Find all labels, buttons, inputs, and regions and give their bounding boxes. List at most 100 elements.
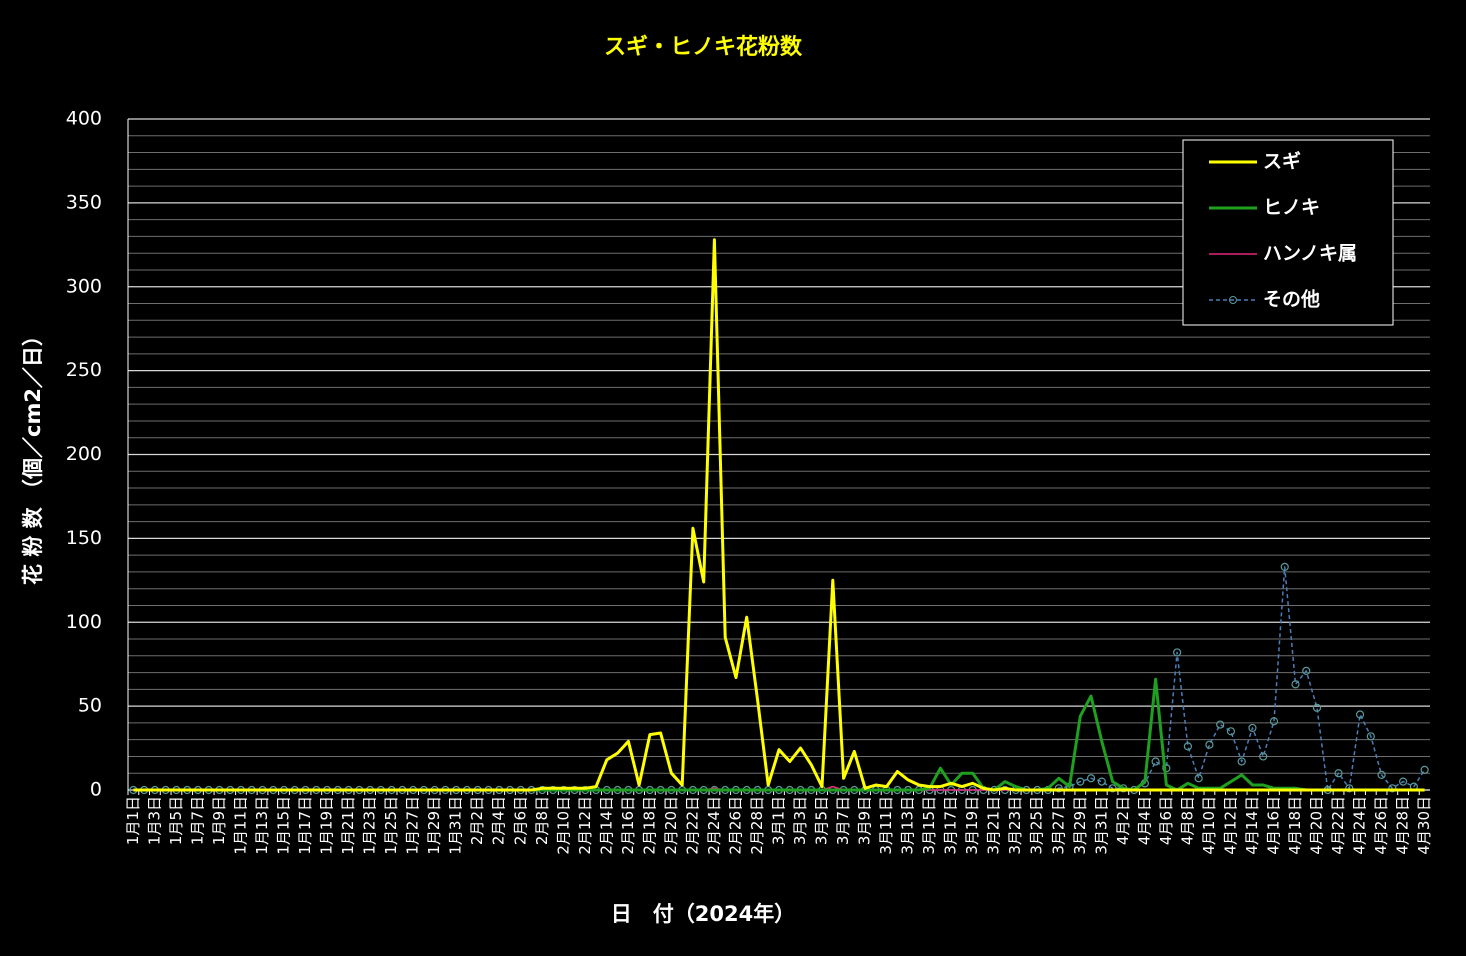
x-tick-label: 2月28日: [748, 796, 766, 855]
y-tick-label: 100: [66, 611, 102, 633]
y-tick-label: 350: [66, 191, 102, 213]
point-marker: [1377, 770, 1386, 780]
chart-title: スギ・ヒノキ花粉数: [604, 34, 803, 60]
x-tick-label: 2月6日: [511, 796, 529, 845]
y-axis-label: 花 粉 数 （個／cm2／日）: [21, 325, 45, 585]
x-tick-label: 1月31日: [447, 796, 465, 855]
x-tick-label: 1月27日: [404, 796, 422, 855]
x-tick-label: 3月31日: [1092, 796, 1110, 855]
point-marker: [1302, 666, 1311, 675]
x-tick-label: 2月26日: [726, 796, 744, 855]
point-marker: [1398, 777, 1408, 786]
x-tick-label: 1月21日: [339, 796, 357, 855]
x-tick-label: 4月16日: [1264, 796, 1282, 855]
point-marker: [1226, 727, 1236, 736]
x-tick-label: 1月19日: [318, 796, 336, 855]
x-tick-label: 3月3日: [791, 796, 809, 845]
point-marker: [1183, 742, 1192, 751]
x-tick-label: 3月9日: [856, 796, 874, 845]
point-marker: [1173, 648, 1182, 657]
x-tick-label: 3月23日: [1006, 796, 1024, 855]
x-tick-label: 4月28日: [1394, 796, 1412, 855]
x-tick-label: 3月27日: [1049, 796, 1067, 855]
x-tick-label: 3月1日: [770, 796, 788, 845]
x-tick-label: 1月15日: [275, 796, 293, 855]
legend-label: ハンノキ属: [1263, 243, 1357, 265]
point-marker: [1366, 732, 1375, 741]
legend-box: [1182, 139, 1394, 326]
x-tick-label: 2月16日: [619, 796, 637, 855]
x-tick-label: 3月7日: [834, 796, 852, 845]
x-tick-label: 1月3日: [145, 796, 163, 845]
x-tick-label: 3月29日: [1071, 796, 1089, 855]
x-tick-label: 4月12日: [1221, 796, 1239, 855]
point-marker: [1334, 769, 1343, 778]
y-tick-label: 250: [66, 359, 102, 381]
x-tick-label: 4月4日: [1135, 796, 1153, 845]
x-tick-label: 2月20日: [662, 796, 680, 855]
x-tick-label: 1月11日: [231, 796, 249, 855]
point-marker: [1097, 777, 1106, 786]
x-tick-label: 3月25日: [1028, 796, 1046, 855]
x-tick-label: 2月24日: [705, 796, 723, 855]
series-line: [133, 238, 1425, 792]
x-tick-label: 2月22日: [683, 796, 701, 855]
y-tick-label: 300: [66, 275, 102, 297]
x-tick-label: 4月18日: [1286, 796, 1304, 855]
x-tick-label: 3月15日: [920, 796, 938, 855]
x-tick-label: 4月20日: [1308, 796, 1326, 855]
x-tick-label: 2月8日: [533, 796, 551, 845]
x-tick-label: 3月11日: [877, 796, 895, 855]
x-tick-label: 4月30日: [1415, 796, 1433, 855]
legend-label: その他: [1263, 288, 1320, 311]
point-marker: [1291, 680, 1300, 689]
x-tick-label: 1月13日: [253, 796, 271, 855]
x-tick-label: 2月18日: [640, 796, 658, 855]
x-axis-label: 日 付（2024年）: [611, 902, 795, 926]
y-tick-label: 0: [90, 779, 102, 801]
y-tick-label: 150: [66, 527, 102, 549]
point-marker: [1054, 784, 1063, 793]
legend-label: ヒノキ: [1263, 197, 1320, 219]
point-marker: [1355, 710, 1365, 719]
point-marker: [1237, 757, 1246, 766]
x-tick-label: 1月5日: [167, 796, 185, 845]
point-marker: [1269, 717, 1279, 726]
x-tick-label: 2月4日: [490, 796, 508, 845]
x-tick-label: 1月17日: [296, 796, 314, 855]
x-tick-label: 1月25日: [382, 796, 400, 855]
x-tick-label: 3月21日: [985, 796, 1003, 855]
point-marker: [1280, 562, 1289, 571]
point-marker: [1086, 774, 1096, 783]
x-tick-label: 3月13日: [899, 796, 917, 855]
x-tick-label: 3月19日: [963, 796, 981, 855]
point-marker: [1194, 774, 1203, 783]
x-tick-label: 3月5日: [813, 796, 831, 845]
x-tick-label: 1月9日: [210, 796, 228, 845]
x-tick-label: 3月17日: [942, 796, 960, 855]
x-tick-label: 4月10日: [1200, 796, 1218, 855]
point-marker: [1345, 784, 1354, 793]
x-tick-label: 4月6日: [1157, 796, 1175, 845]
x-tick-label: 4月26日: [1372, 796, 1390, 855]
point-marker: [1420, 765, 1429, 774]
point-marker: [1076, 777, 1085, 786]
y-tick-label: 200: [66, 443, 102, 465]
x-tick-label: 1月7日: [188, 796, 206, 845]
x-tick-label: 1月1日: [124, 796, 142, 845]
x-tick-label: 4月2日: [1114, 796, 1132, 845]
legend-label: スギ: [1263, 151, 1301, 173]
legend-marker: [1229, 296, 1237, 304]
y-tick-label: 50: [78, 695, 102, 717]
point-marker: [1388, 784, 1397, 793]
point-marker: [1216, 720, 1225, 729]
point-marker: [1248, 723, 1257, 733]
x-tick-label: 4月24日: [1351, 796, 1369, 855]
x-tick-label: 4月14日: [1243, 796, 1261, 855]
point-marker: [1151, 757, 1160, 766]
x-tick-label: 2月10日: [554, 796, 572, 855]
point-marker: [1205, 740, 1214, 749]
x-tick-label: 2月14日: [597, 796, 615, 855]
x-tick-label: 1月23日: [361, 796, 379, 855]
